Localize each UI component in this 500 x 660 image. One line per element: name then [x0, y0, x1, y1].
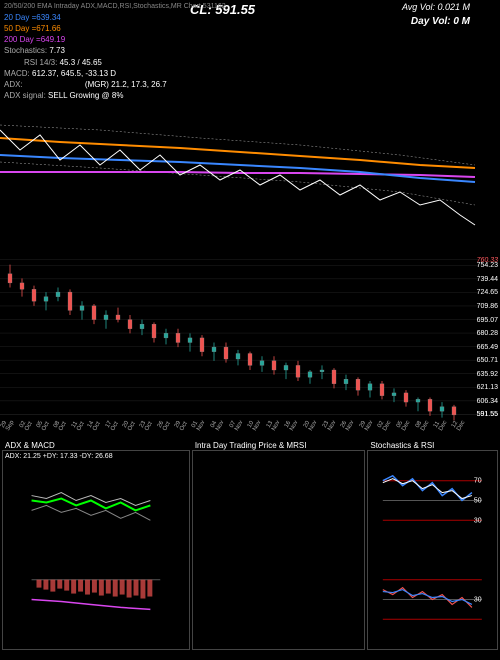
day50-label: 50 Day =: [4, 23, 36, 34]
adx-readout: ADX: 21.25 +DY: 17.33 -DY: 26.68: [5, 453, 113, 460]
day50-val: 671.66: [36, 23, 60, 34]
day20-label: 20 Day =: [4, 12, 36, 23]
svg-text:70: 70: [474, 478, 482, 485]
header-info: 20/50/200 EMA Intraday ADX,MACD,RSI,Stoc…: [0, 0, 500, 103]
header-title: 20/50/200 EMA Intraday ADX,MACD,RSI,Stoc…: [4, 2, 496, 12]
rsi-val: 45.3 / 45.65: [60, 57, 102, 68]
intra-svg: [193, 451, 365, 649]
day200-val: 649.19: [41, 34, 65, 45]
adx-val: (MGR) 21.2, 17.3, 26.7: [85, 79, 167, 90]
adx-label: ADX:: [4, 79, 23, 90]
x-axis-labels: 29 Sep02 Oct05 Oct08 Oct11 Oct14 Oct17 O…: [0, 423, 480, 435]
day20-val: 639.34: [36, 12, 60, 23]
svg-text:30: 30: [474, 596, 482, 603]
macd-label: MACD:: [4, 68, 30, 79]
adx-sig-label: ADX signal:: [4, 90, 46, 101]
adx-sig-val: SELL Growing @ 8%: [48, 90, 123, 101]
adx-title: ADX & MACD: [5, 441, 55, 450]
macd-val: 612.37, 645.5, -33.13 D: [32, 68, 116, 79]
stoch-label: Stochastics:: [4, 45, 47, 56]
stoch-svg: 70 50 30 30: [368, 451, 497, 649]
indicator-row: ADX & MACD ADX: 21.25 +DY: 17.33 -DY: 26…: [2, 450, 498, 650]
svg-text:30: 30: [474, 517, 482, 524]
rsi-label: RSI 14/3:: [24, 57, 57, 68]
svg-text:50: 50: [474, 497, 482, 504]
stoch-val: 7.73: [49, 45, 65, 56]
intra-title: Intra Day Trading Price & MRSI: [195, 441, 307, 450]
stoch-rsi-panel[interactable]: Stochastics & RSI 70503030: [367, 450, 498, 650]
day200-label: 200 Day =: [4, 34, 41, 45]
adx-macd-panel[interactable]: ADX & MACD ADX: 21.25 +DY: 17.33 -DY: 26…: [2, 450, 190, 650]
stoch-title: Stochastics & RSI: [370, 441, 434, 450]
adx-svg: [3, 451, 189, 649]
intraday-panel[interactable]: Intra Day Trading Price & MRSI: [192, 450, 366, 650]
